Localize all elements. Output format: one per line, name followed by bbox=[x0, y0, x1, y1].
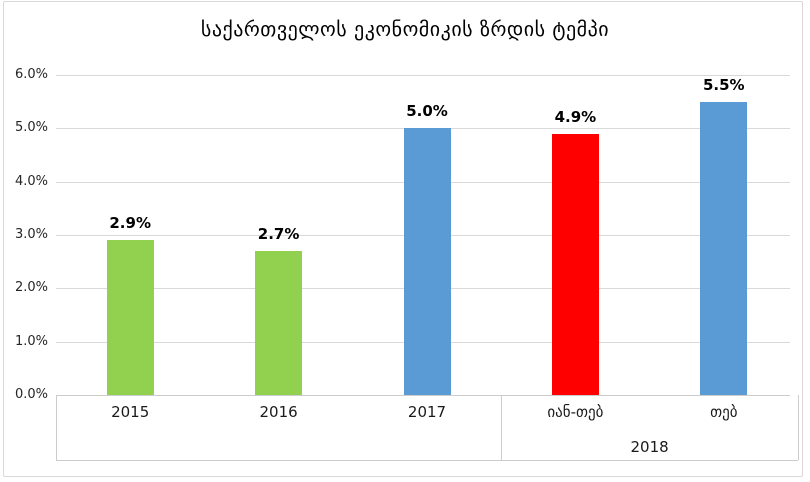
y-tick-label: 5.0% bbox=[14, 120, 48, 136]
bar-თებ bbox=[700, 101, 748, 395]
axis-group-divider bbox=[56, 395, 57, 460]
chart-border bbox=[3, 1, 803, 477]
y-tick-label: 3.0% bbox=[14, 227, 48, 242]
y-tick-label: 1.0% bbox=[14, 333, 48, 349]
bar-2017 bbox=[403, 128, 451, 395]
y-tick-label: 2.0% bbox=[14, 280, 48, 296]
y-tick-label: 0.0% bbox=[14, 387, 48, 402]
bar-data-label: 5.5% bbox=[702, 75, 745, 94]
x-category-label: 2015 bbox=[111, 403, 150, 421]
x-category-label: იან-თებ bbox=[547, 403, 604, 421]
bar-2015 bbox=[106, 240, 154, 395]
gridline bbox=[56, 75, 790, 76]
x-axis-line bbox=[56, 395, 790, 396]
bar-data-label: 2.7% bbox=[257, 225, 300, 243]
y-tick-label: 4.0% bbox=[14, 173, 48, 189]
bar-data-label: 2.9% bbox=[109, 214, 151, 233]
bar-იან-თებ bbox=[551, 133, 599, 395]
x-category-label: 2016 bbox=[259, 403, 298, 421]
x-category-label: 2017 bbox=[407, 403, 447, 421]
axis-group-label-2018: 2018 bbox=[630, 438, 669, 456]
bar-data-label: 4.9% bbox=[554, 107, 597, 126]
bar-2016 bbox=[255, 251, 303, 395]
axis-group-bottom-line bbox=[56, 460, 798, 461]
y-tick-label: 6.0% bbox=[14, 67, 48, 82]
x-category-label: თებ bbox=[710, 403, 738, 421]
axis-group-divider bbox=[798, 395, 799, 460]
bar-data-label: 5.0% bbox=[406, 102, 448, 121]
chart-title: საქართველოს ეკონომიკის ზრდის ტემპი bbox=[200, 17, 610, 41]
axis-group-divider bbox=[501, 395, 502, 460]
